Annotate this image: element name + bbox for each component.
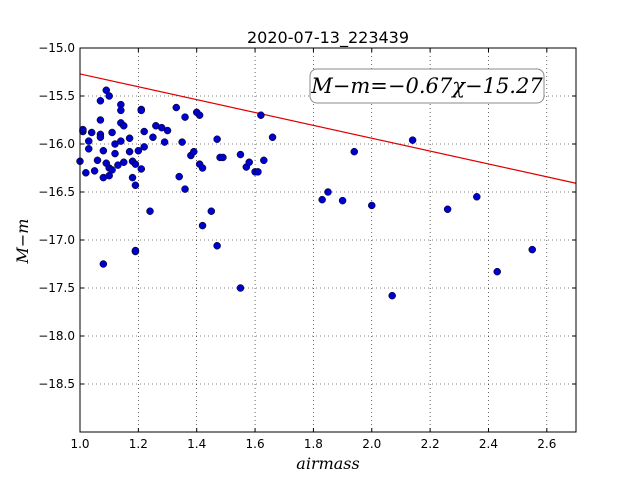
data-point xyxy=(318,195,326,204)
y-tick-label: −17.5 xyxy=(38,281,75,295)
data-point xyxy=(190,147,198,156)
data-point xyxy=(96,116,105,124)
x-tick-label: 1.0 xyxy=(70,437,89,451)
data-point xyxy=(117,137,125,145)
data-point xyxy=(473,193,481,201)
data-point xyxy=(149,133,157,142)
data-point xyxy=(134,146,143,155)
data-point xyxy=(198,221,207,230)
x-tick-label: 2.2 xyxy=(421,437,440,451)
data-point xyxy=(254,168,262,176)
data-point xyxy=(160,138,169,146)
data-point xyxy=(245,158,253,166)
data-point xyxy=(125,134,134,142)
fit-equation: M−m=−0.67χ−15.27 xyxy=(310,74,543,98)
data-point xyxy=(268,133,277,142)
data-point xyxy=(120,158,128,166)
data-point xyxy=(87,128,96,137)
data-point xyxy=(137,165,146,173)
data-point xyxy=(140,143,148,151)
data-points xyxy=(76,86,536,300)
data-point xyxy=(257,111,265,119)
annotation-box xyxy=(309,68,545,104)
ticks xyxy=(79,47,576,432)
data-point xyxy=(128,173,137,182)
data-point xyxy=(117,106,125,115)
fit-line xyxy=(79,73,577,184)
data-point xyxy=(96,97,105,105)
data-point xyxy=(108,128,116,137)
data-point xyxy=(99,260,108,268)
x-tick-label: 1.8 xyxy=(304,437,323,451)
data-point xyxy=(181,113,189,121)
data-point xyxy=(443,205,452,214)
data-point xyxy=(82,169,90,177)
data-point xyxy=(195,111,204,119)
data-point xyxy=(172,103,181,112)
data-point xyxy=(99,146,108,155)
data-point xyxy=(213,135,221,143)
data-point xyxy=(79,125,87,134)
data-point xyxy=(213,242,221,250)
data-point xyxy=(175,172,183,181)
data-point xyxy=(125,147,134,156)
y-tick-labels: −15.0 −15.5 −16.0 −16.5 −17.0 −17.5 −18.0 −18.5 xyxy=(38,41,75,391)
x-tick-label: 2.0 xyxy=(362,437,381,451)
data-point xyxy=(207,207,216,215)
data-point xyxy=(108,166,116,174)
data-point xyxy=(260,156,268,165)
fit-line-group xyxy=(79,73,577,184)
data-point xyxy=(236,284,245,292)
y-tick-label: −16.5 xyxy=(38,185,75,199)
x-tick-labels: 1.0 1.2 1.4 1.6 1.8 2.0 2.2 2.4 2.6 xyxy=(70,437,556,451)
data-point xyxy=(131,181,140,190)
data-point xyxy=(131,246,140,255)
y-tick-label: −18.0 xyxy=(38,329,75,343)
data-point xyxy=(137,106,146,115)
data-point xyxy=(140,127,148,136)
data-point xyxy=(368,201,376,210)
x-tick-label: 2.6 xyxy=(537,437,556,451)
y-tick-label: −15.0 xyxy=(38,41,75,55)
data-point xyxy=(528,245,536,254)
y-tick-label: −18.5 xyxy=(38,377,75,391)
x-tick-label: 1.6 xyxy=(246,437,265,451)
x-tick-label: 2.4 xyxy=(479,437,498,451)
data-point xyxy=(85,137,93,145)
data-point xyxy=(131,160,140,168)
y-axis-label: M−m xyxy=(13,219,32,265)
x-tick-label: 1.4 xyxy=(187,437,206,451)
data-point xyxy=(93,156,102,165)
data-point xyxy=(105,92,113,100)
data-point xyxy=(198,164,207,172)
data-point xyxy=(90,167,99,175)
data-point xyxy=(324,188,332,196)
data-point xyxy=(219,153,227,162)
data-point xyxy=(163,126,172,135)
x-tick-label: 1.2 xyxy=(129,437,148,451)
y-tick-label: −15.5 xyxy=(38,89,75,103)
data-point xyxy=(236,150,245,159)
data-point xyxy=(146,207,154,215)
x-axis-label: airmass xyxy=(296,454,359,473)
data-point xyxy=(350,147,359,156)
data-point xyxy=(181,185,189,193)
data-point xyxy=(178,138,186,146)
y-tick-label: −17.0 xyxy=(38,233,75,247)
data-point xyxy=(120,122,128,130)
data-point xyxy=(388,291,396,300)
data-point xyxy=(85,145,93,153)
data-point xyxy=(338,196,347,205)
data-point xyxy=(408,136,417,144)
chart-title: 2020-07-13_223439 xyxy=(247,28,409,48)
data-point xyxy=(96,133,105,142)
y-tick-label: −16.0 xyxy=(38,137,75,151)
data-point xyxy=(111,149,119,158)
data-point xyxy=(493,267,501,276)
